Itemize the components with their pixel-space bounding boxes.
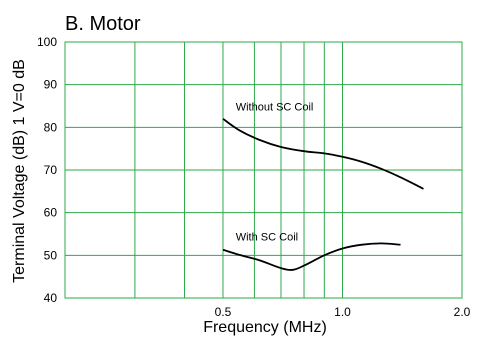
plot-frame [64, 41, 463, 299]
x-tick-label: 0.5 [215, 305, 232, 319]
tick-labels: 40 50 60 70 80 90 100 0.5 1.0 2.0 [37, 35, 471, 319]
y-tick-label: 90 [44, 78, 58, 92]
x-axis-label: Frequency (MHz) [203, 319, 327, 336]
series-annotation: With SC Coil [236, 232, 298, 244]
series [222, 118, 424, 271]
y-tick-label: 60 [44, 206, 58, 220]
y-tick-label: 50 [44, 248, 58, 262]
y-tick-label: 80 [44, 120, 58, 134]
x-tick-label: 1.0 [334, 305, 351, 319]
series-line-without-sc-coil [222, 118, 424, 190]
x-tick-label: 2.0 [454, 305, 471, 319]
y-axis-label: Terminal Voltage (dB) 1 V=0 dB [11, 59, 28, 283]
y-tick-label: 100 [37, 35, 57, 49]
series-line-with-sc-coil [222, 242, 401, 271]
series-annotation: Without SC Coil [236, 101, 314, 113]
chart-title: B. Motor [65, 13, 141, 35]
y-tick-label: 40 [44, 291, 58, 305]
grid [64, 41, 463, 299]
y-tick-label: 70 [44, 163, 58, 177]
annotations: Without SC Coil With SC Coil [236, 101, 314, 243]
